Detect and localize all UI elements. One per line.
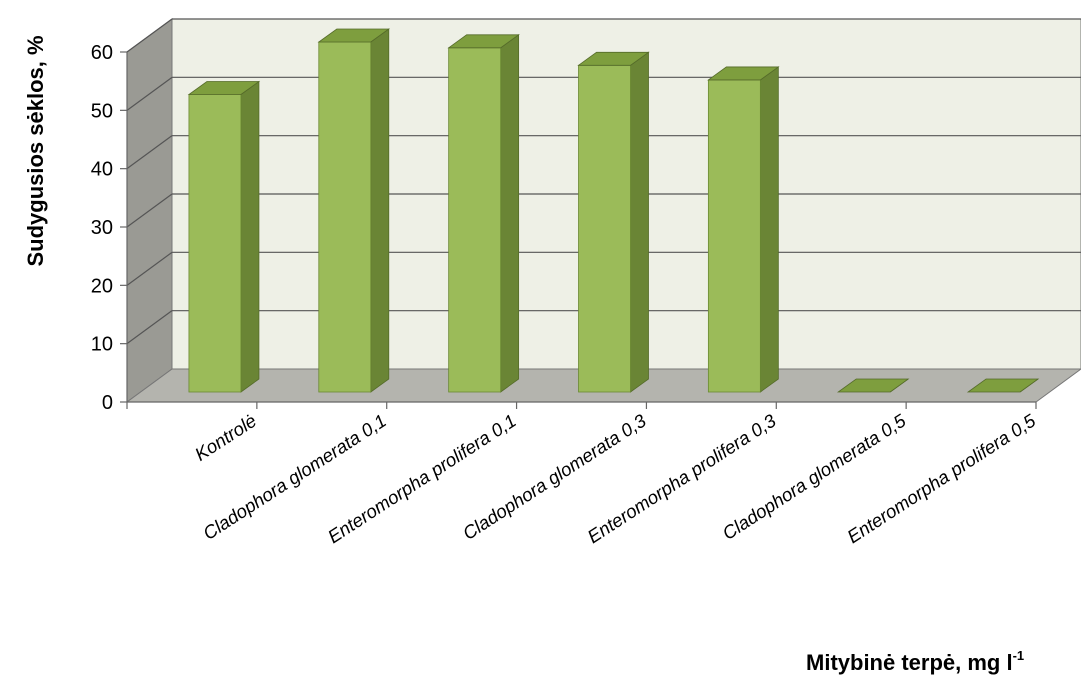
bar-front — [707, 79, 761, 393]
bar-top — [836, 378, 910, 393]
gridline-side — [126, 251, 173, 286]
bar-top — [187, 81, 261, 95]
axes — [120, 51, 1037, 409]
x-axis-label-main: Mitybinė terpė, mg l — [806, 650, 1013, 675]
y-tick-label: 30 — [91, 217, 113, 239]
x-tick-label: Kontrolė — [191, 410, 260, 465]
bar-side — [500, 34, 520, 393]
bar-top — [966, 378, 1040, 393]
bar-top — [707, 66, 780, 81]
bar — [187, 80, 261, 393]
y-tick-label: 10 — [91, 334, 113, 356]
gridline-side — [126, 18, 173, 53]
bar-front — [578, 64, 631, 393]
gridline-side — [126, 193, 173, 228]
y-tick-label: 50 — [91, 100, 113, 122]
bar — [836, 378, 910, 393]
bar — [447, 34, 520, 393]
bar — [317, 28, 391, 393]
x-axis-label-superscript: -1 — [1013, 648, 1025, 663]
gridline-side — [126, 310, 173, 345]
bars — [187, 28, 1040, 393]
y-tick-label: 60 — [91, 42, 113, 64]
bar-side — [370, 28, 390, 393]
bar-front — [188, 94, 242, 393]
bar-front — [318, 41, 372, 393]
bar-top — [577, 51, 650, 66]
bar — [577, 51, 650, 393]
gridline-side — [126, 135, 173, 170]
bar — [966, 378, 1040, 393]
y-tick-labels: 0 10 20 30 40 50 60 — [91, 42, 113, 414]
bar-side — [240, 80, 260, 393]
y-tick-label: 0 — [102, 392, 113, 414]
bar-side — [759, 66, 779, 393]
bar-top — [447, 34, 520, 49]
bar-front — [448, 47, 502, 393]
x-axis-label: Mitybinė terpė, mg l-1 — [806, 648, 1024, 675]
bar — [707, 66, 780, 393]
y-tick-label: 40 — [91, 159, 113, 181]
bar-top — [317, 28, 391, 43]
y-axis-label: Sudygusios sėklos, % — [23, 35, 48, 266]
gridline-side — [126, 76, 173, 111]
bar-side — [630, 51, 649, 393]
y-tick-label: 20 — [91, 275, 113, 297]
